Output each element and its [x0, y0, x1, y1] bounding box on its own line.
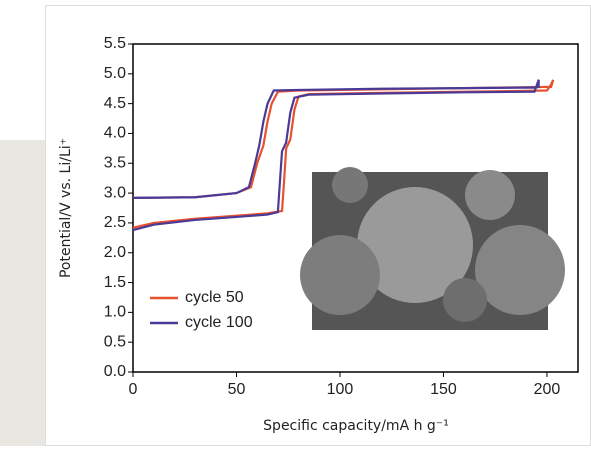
legend-label: cycle 50: [185, 289, 244, 306]
y-axis-label: Potential/V vs. Li/Li⁺: [58, 138, 74, 278]
particle: [357, 187, 473, 303]
y-tick-label: 4.5: [104, 95, 126, 112]
particle: [332, 167, 368, 203]
x-axis-label: Specific capacity/mA h g⁻¹: [263, 418, 449, 434]
x-tick-label: 50: [228, 381, 246, 398]
series-line: [132, 79, 540, 232]
particle: [475, 225, 565, 315]
y-tick-label: 1.5: [104, 274, 126, 291]
y-tick-label: 2.5: [104, 214, 126, 231]
series-line: [132, 79, 555, 229]
x-tick-label: 200: [534, 381, 561, 398]
side-panel: [0, 140, 46, 446]
inset-image: [300, 167, 565, 330]
plot-frame: [132, 43, 579, 373]
y-tick-label: 1.0: [104, 304, 126, 321]
y-tick-label: 5.0: [104, 65, 126, 82]
y-tick-label: 4.0: [104, 125, 126, 142]
x-tick-label: 150: [430, 381, 457, 398]
particle: [300, 235, 380, 315]
particle: [465, 170, 515, 220]
y-tick-label: 5.5: [104, 35, 126, 52]
y-tick-label: 0.5: [104, 333, 126, 350]
legend-label: cycle 100: [185, 314, 253, 331]
y-tick-label: 2.0: [104, 244, 126, 261]
y-tick-label: 0.0: [104, 363, 126, 380]
y-tick-label: 3.5: [104, 154, 126, 171]
particle: [443, 278, 487, 322]
x-tick-label: 100: [327, 381, 354, 398]
x-tick-label: 0: [129, 381, 138, 398]
y-tick-label: 3.0: [104, 184, 126, 201]
